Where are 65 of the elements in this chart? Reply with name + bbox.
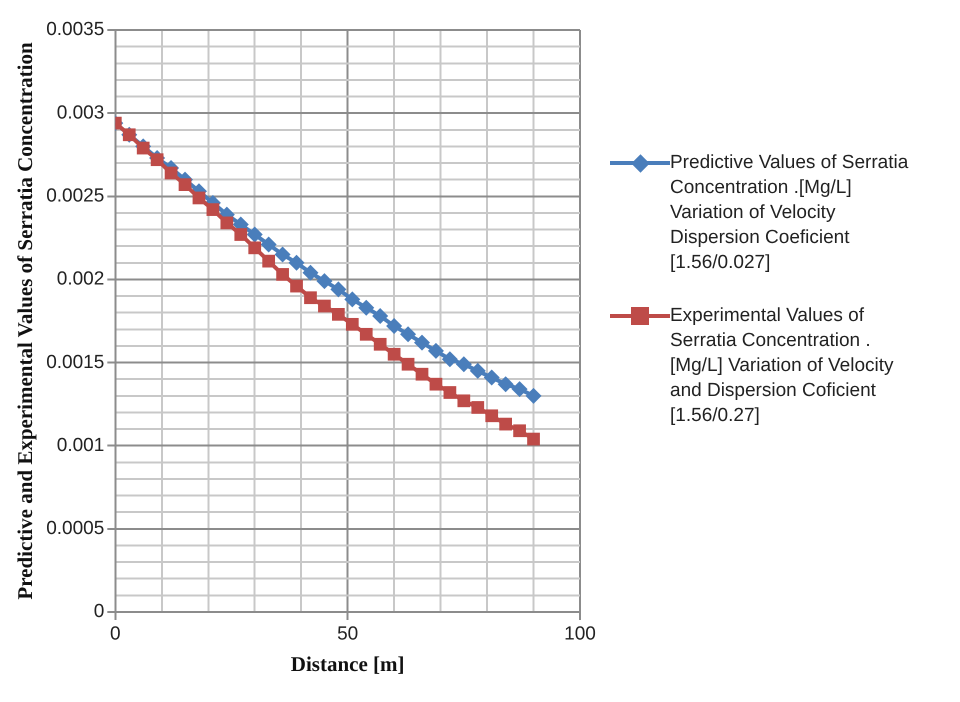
point: [485, 409, 498, 422]
x-axis-title: Distance [m]: [290, 652, 405, 676]
point: [360, 328, 373, 341]
point: [416, 368, 428, 381]
point: [288, 254, 305, 271]
point: [150, 153, 164, 166]
x-tick-label: 100: [564, 624, 596, 645]
point: [430, 378, 442, 391]
point: [414, 334, 430, 351]
point: [428, 342, 444, 359]
point: [470, 362, 486, 379]
point: [260, 236, 277, 253]
point: [220, 216, 234, 230]
point: [318, 300, 331, 312]
legend-label: Experimental Values of Serratia Concentration .[Mg/L] Variation of Velocity and Dispersion Coficient [1.56/0.27]: [670, 304, 895, 428]
y-tick-label: 0.0025: [46, 186, 104, 207]
point: [498, 376, 514, 392]
legend-label: Predictive Values of Serratia Concentration .[Mg/L] Variation of Velocity Dispersion Coeficient [1.56/0.027]: [670, 151, 910, 275]
point: [526, 388, 542, 404]
y-tick-label: 0.002: [56, 268, 104, 290]
point: [388, 348, 400, 361]
point: [400, 326, 416, 342]
point: [346, 318, 359, 331]
point: [499, 418, 512, 430]
x-tick-label: 50: [337, 624, 358, 645]
point: [290, 280, 303, 292]
point: [457, 394, 470, 408]
point: [276, 268, 289, 281]
point: [274, 246, 291, 262]
point: [262, 254, 276, 268]
point: [234, 228, 248, 241]
point: [442, 351, 458, 368]
point: [456, 356, 472, 372]
point: [374, 338, 387, 351]
y-tick-label: 0.0015: [46, 352, 104, 373]
point: [192, 192, 206, 204]
point: [206, 203, 220, 216]
point: [302, 264, 318, 281]
point: [402, 358, 414, 371]
point: [512, 381, 528, 398]
y-tick-label: 0.001: [56, 434, 104, 456]
point: [330, 281, 346, 298]
point: [332, 308, 345, 321]
y-axis-title: Predictive and Experimental Values of Serratia Concentration: [13, 42, 38, 600]
point: [527, 432, 540, 446]
point: [372, 308, 388, 324]
point: [386, 318, 402, 334]
point: [178, 178, 192, 192]
y-tick-label: 0.003: [56, 102, 104, 124]
point: [513, 424, 526, 438]
point: [444, 386, 456, 399]
x-tick-label: 0: [110, 624, 121, 645]
point: [136, 142, 150, 154]
point: [316, 273, 332, 290]
point: [304, 291, 317, 304]
y-tick-label: 0.0035: [46, 19, 104, 40]
point: [484, 370, 500, 386]
point: [344, 291, 360, 308]
point: [471, 401, 484, 414]
point: [248, 241, 262, 254]
y-tick-label: 0: [94, 601, 104, 622]
point: [164, 166, 178, 180]
y-tick-label: 0.0005: [46, 518, 104, 540]
point: [358, 300, 374, 316]
point: [246, 226, 263, 243]
